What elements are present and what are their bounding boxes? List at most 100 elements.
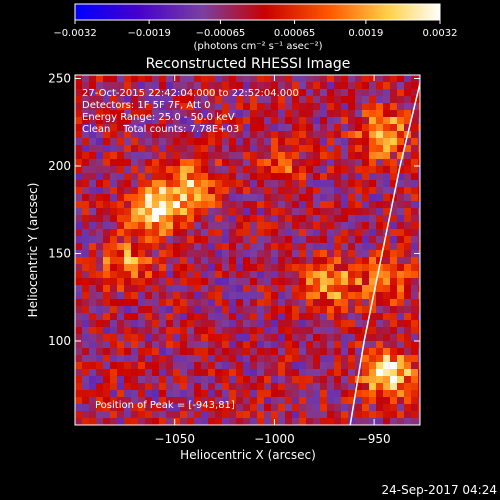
heatmap-pixel [285, 201, 292, 208]
heatmap-pixel [159, 278, 166, 285]
heatmap-pixel [96, 194, 103, 201]
heatmap-pixel [208, 166, 215, 173]
heatmap-pixel [82, 397, 89, 404]
heatmap-pixel [82, 243, 89, 250]
heatmap-pixel [138, 376, 145, 383]
heatmap-pixel [236, 334, 243, 341]
heatmap-pixel [89, 117, 96, 124]
heatmap-pixel [124, 180, 131, 187]
heatmap-pixel [229, 306, 236, 313]
heatmap-pixel [299, 131, 306, 138]
heatmap-pixel [208, 236, 215, 243]
heatmap-pixel [278, 334, 285, 341]
colorbar-tick-label: −0.0019 [127, 28, 170, 39]
heatmap-pixel [299, 369, 306, 376]
heatmap-pixel [257, 236, 264, 243]
heatmap-pixel [271, 341, 278, 348]
heatmap-pixel [376, 215, 383, 222]
heatmap-pixel [327, 215, 334, 222]
heatmap-pixel [334, 89, 341, 96]
heatmap-pixel [299, 173, 306, 180]
heatmap-pixel [327, 243, 334, 250]
heatmap-pixel [362, 187, 369, 194]
heatmap-pixel [334, 194, 341, 201]
heatmap-pixel [82, 180, 89, 187]
heatmap-pixel [145, 257, 152, 264]
heatmap-pixel [278, 229, 285, 236]
heatmap-pixel [110, 250, 117, 257]
heatmap-pixel [271, 145, 278, 152]
heatmap-pixel [334, 271, 341, 278]
heatmap-pixel [236, 236, 243, 243]
heatmap-pixel [180, 152, 187, 159]
heatmap-pixel [131, 103, 138, 110]
heatmap-pixel [152, 390, 159, 397]
heatmap-pixel [124, 411, 131, 418]
heatmap-pixel [334, 173, 341, 180]
heatmap-pixel [124, 306, 131, 313]
heatmap-pixel [222, 264, 229, 271]
heatmap-pixel [299, 348, 306, 355]
heatmap-pixel [215, 229, 222, 236]
heatmap-pixel [222, 418, 229, 425]
heatmap-pixel [250, 208, 257, 215]
heatmap-pixel [222, 278, 229, 285]
heatmap-pixel [243, 257, 250, 264]
heatmap-pixel [96, 229, 103, 236]
heatmap-pixel [194, 243, 201, 250]
heatmap-pixel [82, 194, 89, 201]
heatmap-pixel [201, 271, 208, 278]
heatmap-pixel [306, 145, 313, 152]
heatmap-pixel [404, 313, 411, 320]
heatmap-pixel [145, 166, 152, 173]
heatmap-pixel [369, 418, 376, 425]
heatmap-pixel [173, 390, 180, 397]
heatmap-pixel [278, 278, 285, 285]
heatmap-pixel [355, 229, 362, 236]
heatmap-pixel [355, 138, 362, 145]
heatmap-pixel [75, 411, 82, 418]
heatmap-pixel [369, 180, 376, 187]
heatmap-pixel [264, 215, 271, 222]
heatmap-pixel [264, 397, 271, 404]
heatmap-pixel [327, 166, 334, 173]
heatmap-pixel [75, 397, 82, 404]
heatmap-pixel [236, 404, 243, 411]
heatmap-pixel [313, 124, 320, 131]
heatmap-pixel [327, 341, 334, 348]
heatmap-pixel [89, 82, 96, 89]
heatmap-pixel [250, 215, 257, 222]
heatmap-pixel [194, 292, 201, 299]
heatmap-pixel [229, 117, 236, 124]
heatmap-pixel [173, 313, 180, 320]
heatmap-pixel [383, 89, 390, 96]
heatmap-pixel [152, 264, 159, 271]
heatmap-pixel [383, 411, 390, 418]
heatmap-pixel [75, 194, 82, 201]
heatmap-pixel [229, 201, 236, 208]
heatmap-pixel [397, 75, 404, 82]
heatmap-pixel [243, 96, 250, 103]
colorbar-tick-label: 0.00065 [274, 28, 315, 39]
heatmap-pixel [152, 250, 159, 257]
heatmap-pixel [390, 278, 397, 285]
heatmap-pixel [208, 138, 215, 145]
heatmap-pixel [327, 96, 334, 103]
heatmap-pixel [89, 278, 96, 285]
heatmap-pixel [285, 82, 292, 89]
heatmap-pixel [124, 124, 131, 131]
heatmap-pixel [257, 117, 264, 124]
heatmap-pixel [250, 278, 257, 285]
heatmap-pixel [313, 82, 320, 89]
heatmap-pixel [159, 124, 166, 131]
heatmap-pixel [320, 299, 327, 306]
heatmap-pixel [362, 194, 369, 201]
heatmap-pixel [201, 243, 208, 250]
heatmap-pixel [131, 75, 138, 82]
heatmap-pixel [131, 180, 138, 187]
heatmap-pixel [180, 159, 187, 166]
heatmap-pixel [320, 383, 327, 390]
heatmap-pixel [75, 257, 82, 264]
heatmap-pixel [292, 96, 299, 103]
heatmap-pixel [75, 404, 82, 411]
